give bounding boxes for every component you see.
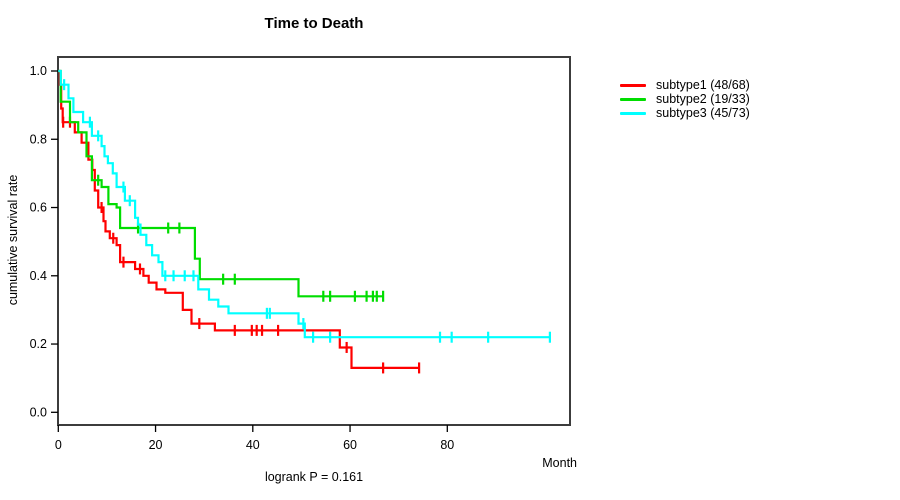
y-axis-title: cumulative survival rate <box>6 174 20 306</box>
legend-line-swatch-subtype3 <box>620 111 646 115</box>
logrank-annotation: logrank P = 0.161 <box>264 470 364 484</box>
x-tick-label: 60 <box>343 438 357 452</box>
x-tick-label: 20 <box>149 438 163 452</box>
legend-line-swatch-subtype1 <box>620 83 646 87</box>
y-tick-label: 0.0 <box>30 405 47 419</box>
legend-item-subtype3: subtype3 (45/73) <box>620 106 750 120</box>
legend-label: subtype2 (19/33) <box>656 92 750 106</box>
y-tick-label: 0.8 <box>30 132 47 146</box>
x-tick-label: 80 <box>440 438 454 452</box>
y-tick-label: 0.2 <box>30 337 47 351</box>
legend-line-swatch-subtype2 <box>620 97 646 101</box>
survival-curve-subtype1 <box>58 69 420 369</box>
chart-title: Time to Death <box>264 15 364 32</box>
y-tick-label: 1.0 <box>30 64 47 78</box>
x-tick-label: 40 <box>246 438 260 452</box>
legend-label: subtype1 (48/68) <box>656 78 750 92</box>
plot-frame <box>57 56 571 426</box>
legend-label: subtype3 (45/73) <box>656 106 750 120</box>
survival-curve-subtype3 <box>58 69 550 339</box>
legend-item-subtype2: subtype2 (19/33) <box>620 92 750 106</box>
x-axis-title: Month <box>542 456 577 470</box>
legend-item-subtype1: subtype1 (48/68) <box>620 78 750 92</box>
y-tick-label: 0.4 <box>30 269 47 283</box>
x-tick-label: 0 <box>55 438 62 452</box>
survival-curve-subtype2 <box>58 69 384 298</box>
legend: subtype1 (48/68) subtype2 (19/33) subtyp… <box>620 78 750 120</box>
y-tick-label: 0.6 <box>30 201 47 215</box>
